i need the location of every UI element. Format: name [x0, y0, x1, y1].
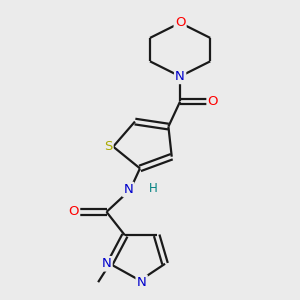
Text: N: N	[137, 276, 146, 289]
Text: N: N	[123, 183, 133, 196]
Text: O: O	[208, 95, 218, 108]
Text: O: O	[175, 16, 185, 29]
Text: O: O	[68, 206, 79, 218]
Text: S: S	[104, 140, 112, 153]
Text: H: H	[149, 182, 158, 195]
Text: N: N	[175, 70, 185, 83]
Text: N: N	[102, 257, 111, 270]
